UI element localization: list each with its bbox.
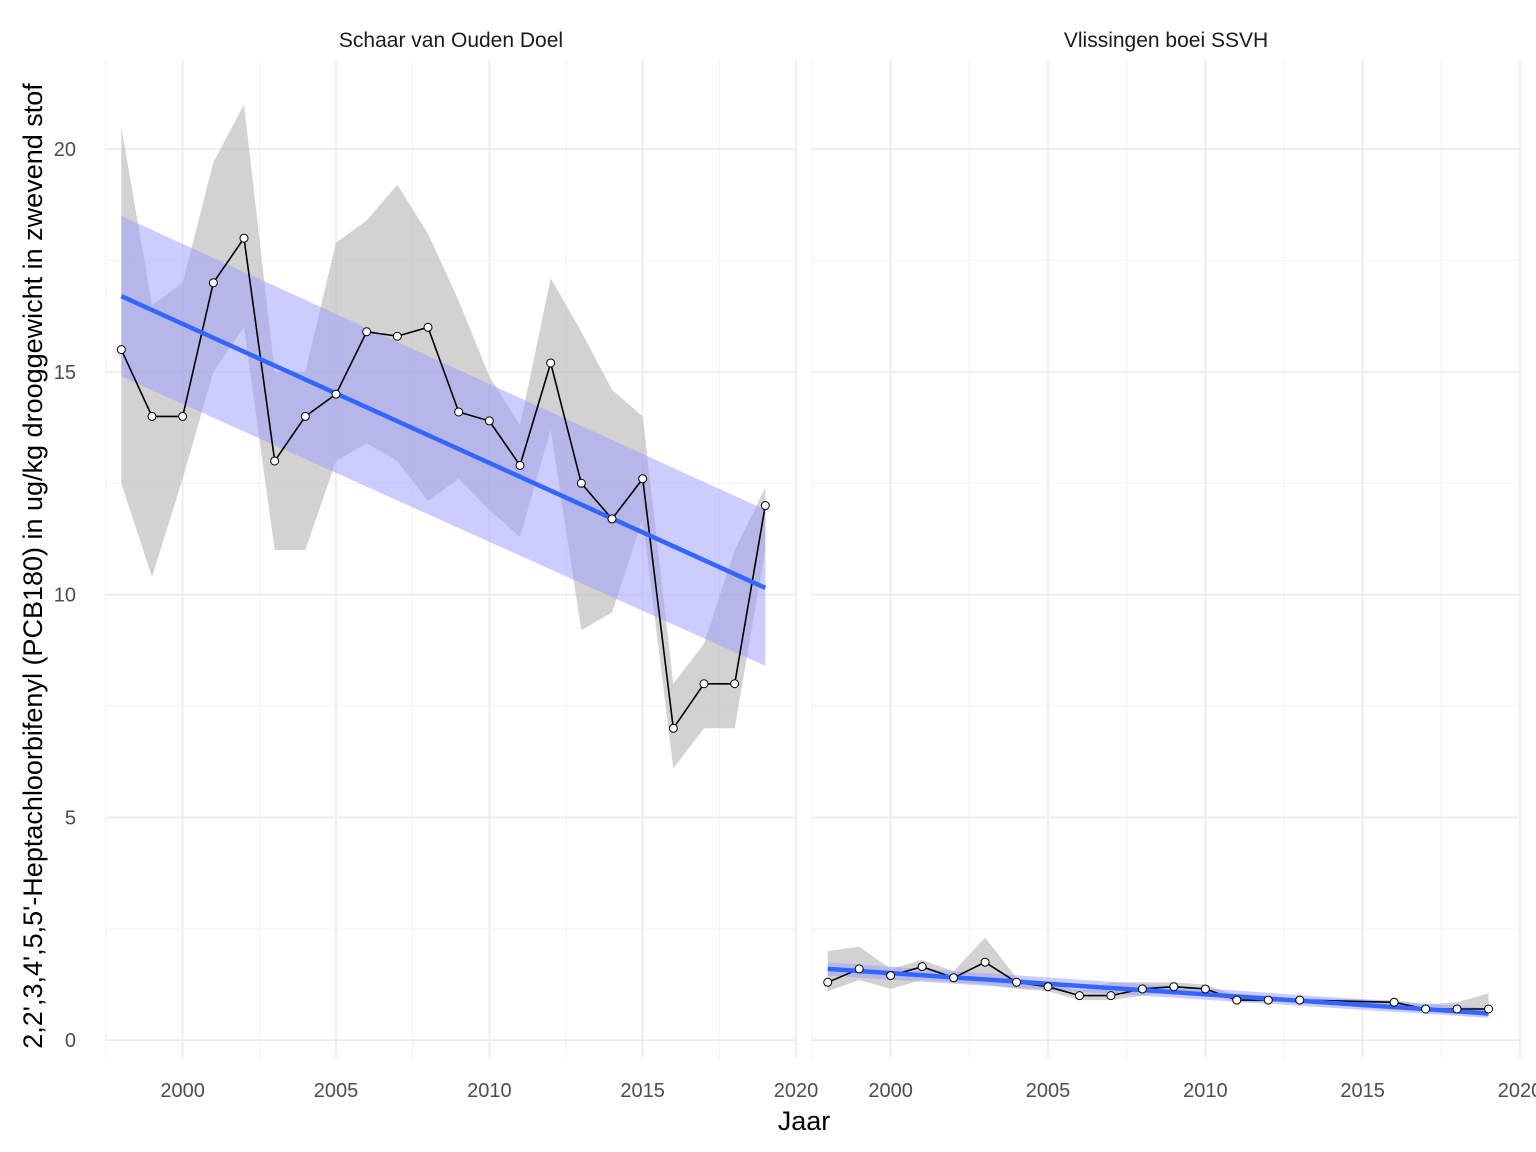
data-point: [886, 971, 896, 981]
panel-title: Vlissingen boei SSVH: [1064, 29, 1268, 52]
data-point: [699, 679, 709, 689]
x-tick-label: 2020: [774, 1080, 819, 1102]
data-point: [239, 233, 249, 243]
data-point: [576, 478, 586, 488]
data-point: [854, 964, 864, 974]
data-point: [638, 474, 648, 484]
data-point: [1421, 1004, 1431, 1014]
data-point: [1232, 995, 1242, 1005]
range-band: [827, 937, 1489, 1014]
data-point: [300, 411, 310, 421]
x-axis-title: Jaar: [778, 1106, 831, 1136]
panel-2: Vlissingen boei SSVH 2000 2005 2010 2015 2020: [811, 29, 1536, 1102]
panel-title: Schaar van Ouden Doel: [339, 29, 563, 52]
x-tick-label: 2015: [1340, 1080, 1385, 1102]
data-point: [980, 957, 990, 967]
trend-line: [827, 966, 1489, 1016]
data-point: [607, 514, 617, 524]
data-point: [546, 358, 556, 368]
x-tick-label: 2005: [1026, 1080, 1071, 1102]
trend-line: [120, 294, 767, 591]
data-point: [423, 322, 433, 332]
data-point: [1074, 991, 1084, 1001]
data-point: [178, 411, 188, 421]
data-point: [760, 501, 770, 511]
data-point: [331, 389, 341, 399]
y-tick-label: 15: [54, 362, 76, 384]
x-tick-label: 2000: [868, 1080, 913, 1102]
data-point: [1169, 982, 1179, 992]
data-point: [484, 416, 494, 426]
y-tick-label: 20: [54, 139, 76, 161]
data-point: [270, 456, 280, 466]
y-tick-label: 10: [54, 585, 76, 607]
x-tick-label: 2000: [160, 1080, 205, 1102]
data-point: [1106, 991, 1116, 1001]
data-point: [454, 407, 464, 417]
data-point: [1389, 997, 1399, 1007]
data-point: [116, 345, 126, 355]
data-point: [730, 679, 740, 689]
data-point: [917, 962, 927, 972]
data-point: [1484, 1004, 1494, 1014]
data-point: [1263, 995, 1273, 1005]
data-point: [1452, 1004, 1462, 1014]
data-point: [515, 460, 525, 470]
y-axis-title: 2,2',3,4',5,5'-Heptachloorbifenyl (PCB18…: [18, 83, 48, 1049]
data-point: [392, 331, 402, 341]
data-point: [1012, 977, 1022, 987]
x-tick-label: 2005: [314, 1080, 359, 1102]
x-tick-label: 2020: [1498, 1080, 1536, 1102]
data-point: [949, 973, 959, 983]
observed-series-line: [827, 961, 1489, 1010]
data-point: [1043, 982, 1053, 992]
data-point: [362, 327, 372, 337]
data-point: [1295, 995, 1305, 1005]
x-tick-label: 2010: [1183, 1080, 1228, 1102]
observed-series-line: [120, 236, 767, 731]
data-point: [208, 278, 218, 288]
data-point: [1200, 984, 1210, 994]
data-point: [823, 977, 833, 987]
data-point: [1137, 984, 1147, 994]
data-point: [668, 723, 678, 733]
y-tick-label: 5: [65, 807, 76, 829]
y-tick-label: 0: [65, 1030, 76, 1052]
data-point: [147, 411, 157, 421]
x-tick-label: 2015: [620, 1080, 665, 1102]
x-tick-label: 2010: [467, 1080, 512, 1102]
